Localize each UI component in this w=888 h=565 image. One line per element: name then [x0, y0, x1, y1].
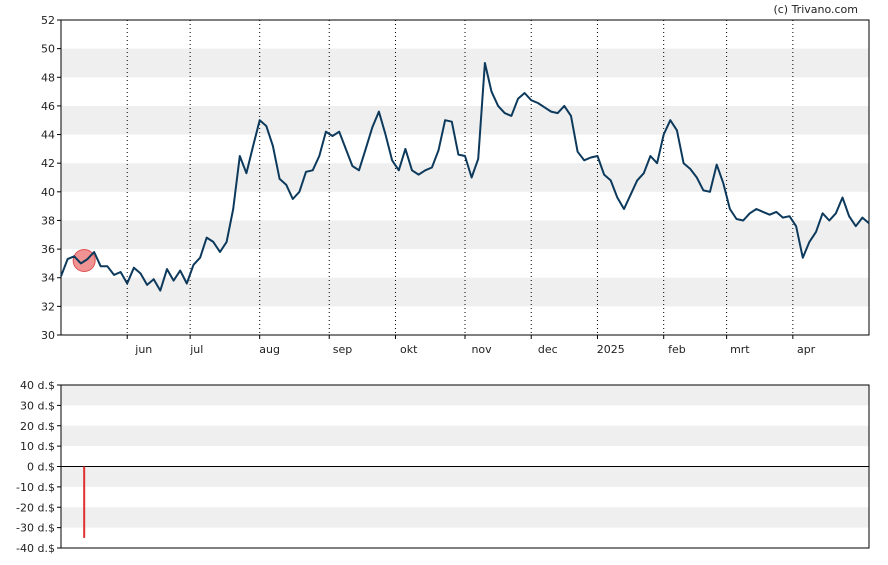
price-x-tick-label: okt	[400, 343, 418, 356]
volume-y-tick-label: -10 d.$	[16, 481, 55, 494]
volume-y-tick-label: 30 d.$	[20, 399, 55, 412]
price-y-tick-label: 34	[41, 272, 55, 285]
volume-y-tick-label: 20 d.$	[20, 420, 55, 433]
price-y-tick-label: 40	[41, 186, 55, 199]
price-y-tick-label: 44	[41, 129, 55, 142]
price-y-tick-label: 36	[41, 243, 55, 256]
volume-y-tick-label: -20 d.$	[16, 501, 55, 514]
volume-y-tick-label: 0 d.$	[27, 461, 55, 474]
price-y-tick-label: 30	[41, 329, 55, 342]
price-x-tick-label: apr	[797, 343, 816, 356]
volume-band	[61, 507, 869, 528]
price-x-tick-label: aug	[259, 343, 280, 356]
volume-band	[61, 466, 869, 487]
price-y-tick-label: 42	[41, 157, 55, 170]
volume-y-tick-label: -40 d.$	[16, 542, 55, 555]
price-y-tick-label: 32	[41, 300, 55, 313]
price-x-tick-label: nov	[471, 343, 492, 356]
volume-y-tick-label: 40 d.$	[20, 379, 55, 392]
price-y-axis: 30 32 34 36 38 40 42 44 46 48 50 52	[41, 14, 61, 342]
price-series-line	[60, 62, 870, 292]
price-y-tick-label: 52	[41, 14, 55, 27]
price-grid-bands	[61, 48, 869, 307]
volume-y-axis: -40 d.$ -30 d.$ -20 d.$ -10 d.$ 0 d.$ 10 d.$ 2…	[16, 379, 61, 555]
price-x-tick-label: 2025	[597, 343, 625, 356]
credit-text: (c) Trivano.com	[773, 3, 858, 16]
price-x-tick-label: mrt	[730, 343, 750, 356]
price-y-tick-label: 46	[41, 100, 55, 113]
price-x-tick-label: jul	[189, 343, 203, 356]
volume-grid-bands	[61, 385, 869, 528]
price-y-tick-label: 50	[41, 43, 55, 56]
volume-chart-panel: -40 d.$ -30 d.$ -20 d.$ -10 d.$ 0 d.$ 10 d.$ 2…	[16, 379, 870, 555]
price-y-tick-label: 48	[41, 71, 55, 84]
volume-band	[61, 385, 869, 406]
price-band	[61, 163, 869, 192]
price-y-tick-label: 38	[41, 214, 55, 227]
price-x-tick-label: sep	[333, 343, 352, 356]
price-x-axis: jun jul aug sep okt nov dec 2025 feb mrt apr	[126, 335, 816, 356]
volume-y-tick-label: 10 d.$	[20, 440, 55, 453]
price-x-tick-label: dec	[538, 343, 558, 356]
volume-band	[61, 425, 869, 447]
price-x-tick-label: jun	[134, 343, 152, 356]
price-vertical-gridlines	[126, 20, 794, 335]
price-x-tick-label: feb	[668, 343, 686, 356]
price-chart-panel: 30 32 34 36 38 40 42 44 46 48 50 52 jun jul aug sep okt…	[41, 14, 870, 356]
volume-y-tick-label: -30 d.$	[16, 522, 55, 535]
